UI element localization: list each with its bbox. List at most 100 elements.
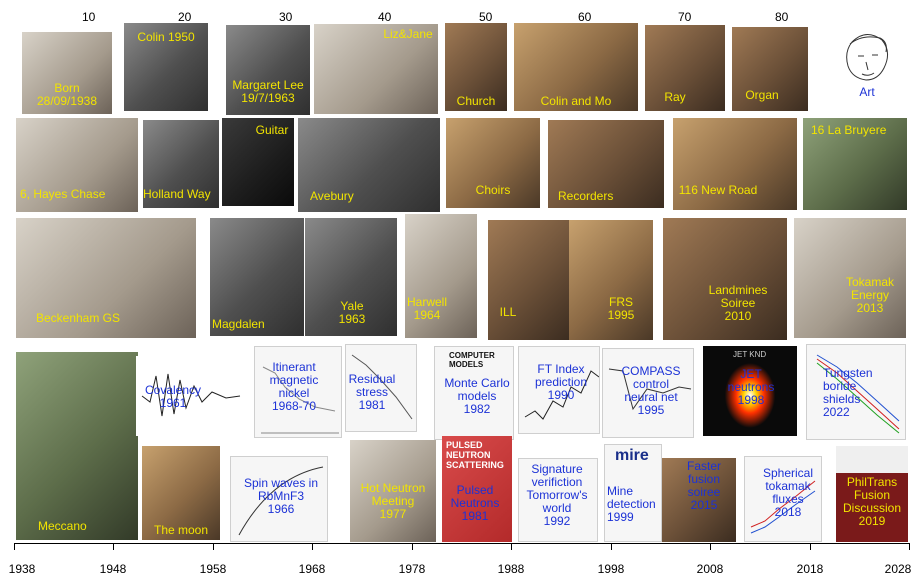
guitar-photo: Guitar <box>222 118 294 206</box>
year-1968: 1968 <box>298 562 326 576</box>
yale-photo: Yale 1963 <box>305 218 397 336</box>
tick-1978 <box>412 543 413 550</box>
covalency-plot: Covalency 1961 <box>136 356 244 436</box>
frs-photo: FRS 1995 <box>569 220 653 340</box>
itinerant-label: Itinerant magnetic nickel 1968-70 <box>269 360 319 413</box>
pulsed-neutrons-book: PULSED NEUTRON SCATTERING Pulsed Neutron… <box>442 436 512 542</box>
tick-1988 <box>511 543 512 550</box>
margaret-photo: Margaret Lee 19/7/1963 <box>226 25 310 115</box>
yale-label: Yale 1963 <box>338 299 366 326</box>
margaret-label: Margaret Lee 19/7/1963 <box>232 78 304 105</box>
age-label-20: 20 <box>178 10 192 24</box>
colin1950-photo: Colin 1950 <box>124 23 208 111</box>
age-label-40: 40 <box>378 10 392 24</box>
year-1948: 1948 <box>99 562 127 576</box>
born-label: Born 28/09/1938 <box>36 81 98 108</box>
compass-doc: COMPASS control neural net 1995 <box>602 348 694 438</box>
recorders-label: Recorders <box>558 189 614 203</box>
mine-detection-label: Mine detection 1999 <box>607 484 656 524</box>
tick-2008 <box>710 543 711 550</box>
hayes-chase-label: 6, Hayes Chase <box>20 187 106 201</box>
colinmo-photo: Colin and Mo <box>514 23 638 111</box>
tungsten-chart-icon <box>816 354 900 434</box>
ray-label: Ray <box>664 90 686 104</box>
signature-doc: Signature verifiction Tomorrow's world 1… <box>518 458 598 542</box>
avebury-photo: Avebury <box>298 118 440 212</box>
tick-1968 <box>312 543 313 550</box>
new-road-label: 116 New Road <box>678 183 758 197</box>
tick-1958 <box>213 543 214 550</box>
art-sketch: Art <box>822 22 910 110</box>
tick-1998 <box>611 543 612 550</box>
jet-neutrons-label: JET neutrons 1998 <box>727 367 775 407</box>
spinwaves-label: Spin waves in RbMnF3 1966 <box>243 476 319 516</box>
moon-label: The moon <box>153 523 209 537</box>
itinerant-doc: Itinerant magnetic nickel 1968-70 <box>254 346 342 438</box>
avebury-label: Avebury <box>310 189 354 203</box>
year-1978: 1978 <box>398 562 426 576</box>
ftindex-chart-icon <box>524 370 599 420</box>
guitar-label: Guitar <box>255 123 289 137</box>
la-bruyere-photo: 16 La Bruyere <box>803 118 907 210</box>
hot-neutron-photo: Hot Neutron Meeting 1977 <box>350 440 436 542</box>
landmines-photo: Landmines Soiree 2010 <box>663 218 787 340</box>
jet-knd-text: JET KND <box>733 350 767 359</box>
age-label-50: 50 <box>479 10 493 24</box>
organ-photo: Organ <box>732 27 808 111</box>
montecarlo-label: Monte Carlo models 1982 <box>444 376 510 416</box>
spinwaves-chart-icon <box>238 466 324 536</box>
meccano-label: Meccano <box>38 519 87 533</box>
jet-heatmap-icon <box>722 358 778 430</box>
timeline-axis <box>14 543 910 544</box>
ray-photo: Ray <box>645 25 725 111</box>
born-photo: Born 28/09/1938 <box>22 32 112 114</box>
residual-chart-icon <box>351 354 413 420</box>
age-label-10: 10 <box>82 10 96 24</box>
spherical-plot: Spherical tokamak fluxes 2018 <box>744 456 822 542</box>
la-bruyere-label: 16 La Bruyere <box>811 123 887 137</box>
colinmo-label: Colin and Mo <box>540 94 612 108</box>
faster-fusion-photo: Faster fusion soiree 2015 <box>662 458 736 542</box>
ftindex-label: FT Index prediction 1990 <box>534 362 588 402</box>
philtrans-label: PhilTrans Fusion Discussion 2019 <box>842 475 902 528</box>
spherical-label: Spherical tokamak fluxes 2018 <box>762 466 814 519</box>
art-drawing-icon <box>846 34 888 81</box>
year-1938: 1938 <box>8 562 36 576</box>
year-1988: 1988 <box>497 562 525 576</box>
church-label: Church <box>456 94 496 108</box>
moon-photo: The moon <box>142 446 220 540</box>
computer-models-text: COMPUTER MODELS <box>449 351 495 369</box>
year-2028: 2028 <box>884 562 912 576</box>
ftindex-doc: FT Index prediction 1990 <box>518 346 600 434</box>
recorders-photo: Recorders <box>548 120 664 208</box>
lizjane-photo: Liz&Jane <box>314 24 438 114</box>
ill-photo: ILL <box>488 220 570 340</box>
tick-1938 <box>14 543 15 550</box>
magdalen-photo: Magdalen <box>210 218 304 336</box>
lizjane-label: Liz&Jane <box>383 27 433 41</box>
landmines-label: Landmines Soiree 2010 <box>708 283 768 323</box>
tick-2018 <box>810 543 811 550</box>
tungsten-label: Tungsten boride shields 2022 <box>823 366 873 419</box>
hot-neutron-label: Hot Neutron Meeting 1977 <box>360 481 426 521</box>
new-road-photo: 116 New Road <box>673 118 797 210</box>
church-photo: Church <box>445 23 507 111</box>
pulsed-neutrons-label: Pulsed Neutrons 1981 <box>450 483 500 523</box>
philtrans-cover: PhilTrans Fusion Discussion 2019 <box>836 446 908 542</box>
signature-label: Signature verifiction Tomorrow's world 1… <box>526 462 588 528</box>
itinerant-chart-icon <box>261 366 339 434</box>
spherical-chart-icon <box>750 480 816 534</box>
age-label-60: 60 <box>578 10 592 24</box>
harwell-photo: Harwell 1964 <box>405 214 477 338</box>
age-label-80: 80 <box>775 10 789 24</box>
holland-way-photo: Holland Way <box>143 120 219 208</box>
tick-1948 <box>113 543 114 550</box>
frs-label: FRS 1995 <box>607 295 635 322</box>
covalency-label: Covalency 1961 <box>144 383 202 410</box>
organ-label: Organ <box>745 88 779 102</box>
holland-way-label: Holland Way <box>143 187 211 201</box>
meccano-photo: Meccano <box>16 352 138 540</box>
compass-chart-icon <box>608 368 692 411</box>
age-label-30: 30 <box>279 10 293 24</box>
pulsed-cover-text: PULSED NEUTRON SCATTERING <box>446 440 504 470</box>
